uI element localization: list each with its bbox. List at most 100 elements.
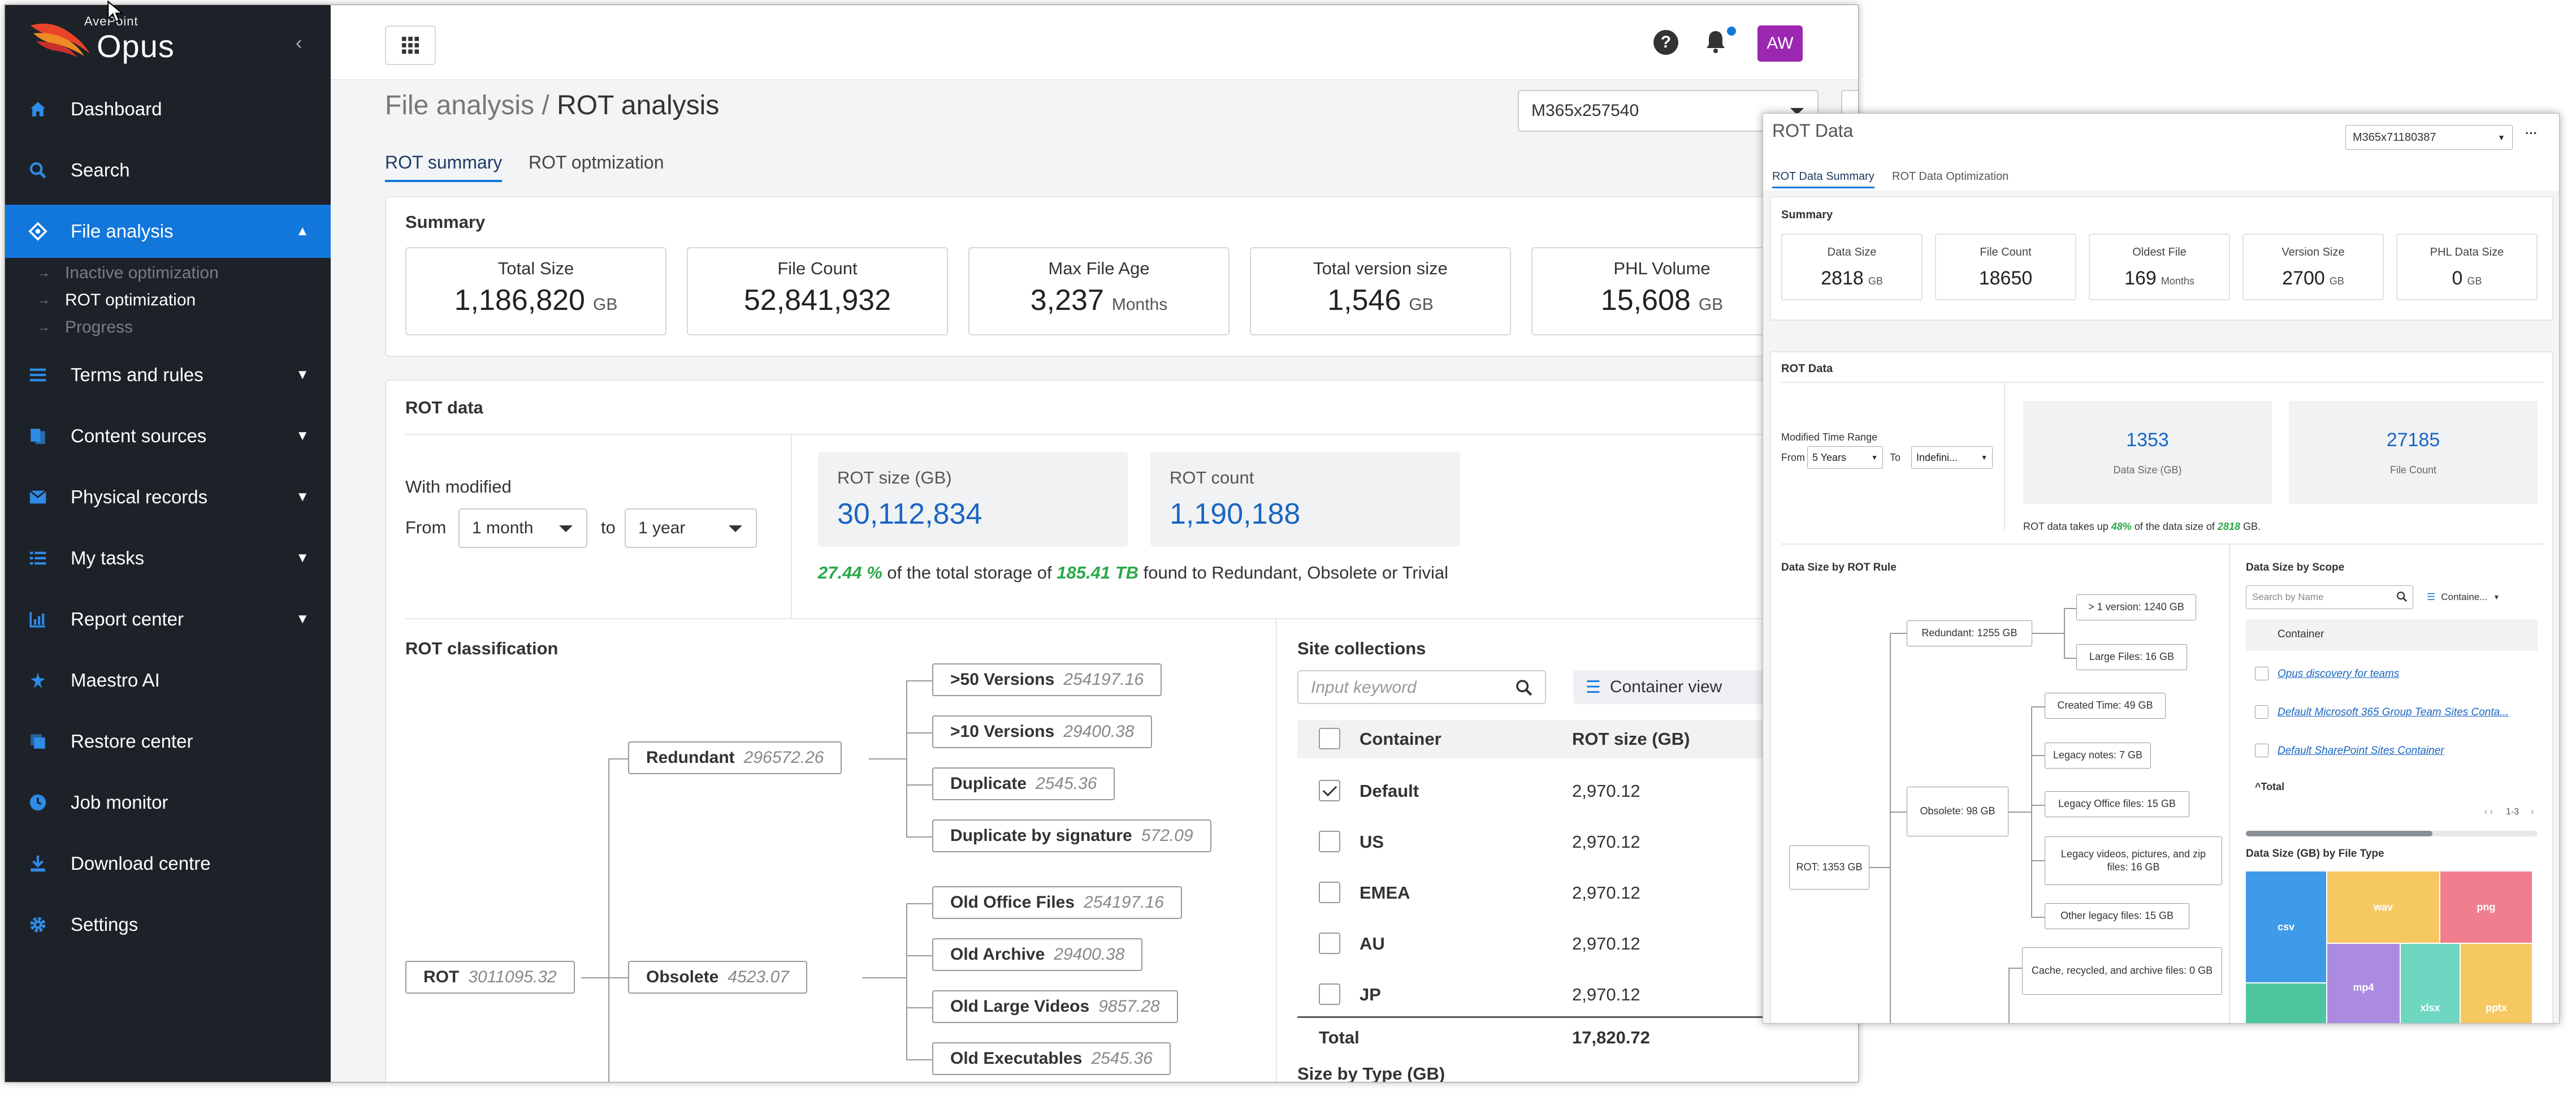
rule-node-leaf[interactable]: Other legacy files: 15 GB (2045, 903, 2189, 929)
rule-node-leaf[interactable]: Legacy Office files: 15 GB (2045, 791, 2189, 817)
tree-node-leaf[interactable]: Old Large Videos 9857.28 (932, 990, 1178, 1023)
collapse-sidebar-icon[interactable]: ‹ (296, 32, 302, 54)
scrollbar-thumb[interactable] (2246, 831, 2432, 836)
sidebar-item-content-sources[interactable]: Content sources ▼ (5, 409, 331, 463)
tree-node-leaf[interactable]: Old Archive 29400.38 (932, 938, 1143, 971)
search-icon[interactable] (2396, 590, 2408, 606)
metric-value: 15,608 GB (1532, 283, 1791, 317)
rule-node-root[interactable]: ROT: 1353 GB (1789, 845, 1869, 890)
row-checkbox[interactable] (2255, 744, 2268, 757)
sidebar-subitem-inactive[interactable]: → Inactive optimization (37, 260, 219, 287)
rule-node-leaf[interactable]: Legacy videos, pictures, and zip files: … (2045, 836, 2222, 885)
sidebar-item-search[interactable]: Search (5, 144, 331, 197)
treemap-cell[interactable]: xlsx (2401, 944, 2460, 1023)
column-header-rot-size[interactable]: ROT size (GB) (1572, 729, 1690, 749)
mouse-cursor-icon (107, 0, 124, 23)
sidebar-item-physical-records[interactable]: Physical records ▼ (5, 471, 331, 524)
bell-icon[interactable] (1702, 28, 1729, 58)
sidebar-item-job-monitor[interactable]: Job monitor (5, 776, 331, 829)
panel-more-button[interactable]: ··· (2525, 126, 2538, 140)
tab-rot-summary[interactable]: ROT summary (385, 152, 503, 182)
scope-view-button[interactable]: ☰ Containe... ▼ (2421, 585, 2522, 609)
column-header-container[interactable]: Container (2278, 628, 2324, 640)
metric-label: File Count (1980, 246, 2032, 258)
rule-node-obsolete[interactable]: Obsolete: 98 GB (1907, 787, 2008, 836)
rule-node-leaf[interactable]: > 1 version: 1240 GB (2076, 594, 2196, 620)
tree-node-leaf[interactable]: Old Office Files 254197.16 (932, 886, 1182, 919)
scope-search-input[interactable]: Search by Name (2246, 585, 2413, 609)
site-search-input[interactable]: Input keyword (1297, 670, 1546, 704)
pager-prev-icon[interactable]: ‹ ‹ (2484, 807, 2493, 817)
rule-node-leaf[interactable]: Large Files: 16 GB (2076, 644, 2187, 670)
tab-rot-optimization[interactable]: ROT optmization (529, 152, 664, 172)
scope-row-link[interactable]: Default Microsoft 365 Group Team Sites C… (2278, 706, 2509, 718)
panel-from-select[interactable]: 5 Years ▼ (1807, 446, 1883, 469)
row-checkbox[interactable] (2255, 705, 2268, 719)
sidebar-subitem-rot[interactable]: → ROT optimization (37, 287, 196, 314)
row-container-name: AU (1360, 934, 1385, 953)
sidebar-item-my-tasks[interactable]: My tasks ▼ (5, 532, 331, 585)
panel-file-count-stat: 27185 File Count (2289, 401, 2538, 504)
sidebar-item-file-analysis[interactable]: File analysis ▲ (5, 205, 331, 258)
summary-title: Summary (405, 212, 486, 232)
help-icon[interactable]: ? (1653, 30, 1678, 55)
panel-tab-optimization[interactable]: ROT Data Optimization (1892, 170, 2009, 183)
column-header-container[interactable]: Container (1360, 729, 1441, 749)
horizontal-scrollbar[interactable] (2246, 831, 2538, 836)
row-checkbox[interactable] (1319, 831, 1340, 852)
panel-rot-note: ROT data takes up 48% of the data size o… (2023, 521, 2261, 533)
rule-node-leaf[interactable]: Legacy notes: 7 GB (2045, 743, 2151, 769)
sidebar-item-label: My tasks (71, 547, 145, 568)
rule-node-redundant[interactable]: Redundant: 1255 GB (1907, 620, 2032, 646)
treemap-cell[interactable]: png (2440, 871, 2532, 943)
metric-total-size: Total Size 1,186,820 GB (405, 247, 666, 335)
search-icon[interactable] (1514, 678, 1534, 700)
sidebar-item-download-centre[interactable]: Download centre (5, 837, 331, 890)
tree-connector (906, 836, 932, 838)
panel-tab-summary[interactable]: ROT Data Summary (1772, 170, 1874, 188)
breadcrumb-parent[interactable]: File analysis (385, 90, 535, 120)
treemap-cell[interactable]: mp4 (2327, 944, 2400, 1023)
tree-connector (2008, 968, 2022, 969)
rule-node-leaf[interactable]: Created Time: 49 GB (2045, 693, 2166, 719)
sidebar-item-restore-center[interactable]: Restore center (5, 715, 331, 768)
avatar[interactable]: AW (1757, 25, 1803, 62)
opus-logo[interactable] (28, 14, 96, 76)
tree-node-rot[interactable]: ROT 3011095.32 (405, 961, 575, 994)
scope-row-link[interactable]: Default SharePoint Sites Container (2278, 745, 2444, 757)
treemap-cell[interactable]: pptx (2461, 944, 2532, 1023)
scope-row-link[interactable]: Opus discovery for teams (2278, 668, 2400, 680)
by-scope-title: Data Size by Scope (2246, 562, 2345, 573)
to-select[interactable]: 1 year (625, 508, 757, 548)
sidebar-item-settings[interactable]: Settings (5, 898, 331, 951)
tree-node-obsolete[interactable]: Obsolete 4523.07 (628, 961, 807, 994)
sidebar-subitem-progress[interactable]: → Progress (37, 314, 133, 341)
row-checkbox[interactable] (1319, 933, 1340, 954)
container-view-button[interactable]: ☰ Container view (1573, 670, 1765, 704)
tree-node-leaf[interactable]: >10 Versions 29400.38 (932, 715, 1153, 748)
tree-node-leaf[interactable]: Duplicate 2545.36 (932, 767, 1115, 800)
select-all-checkbox[interactable] (1319, 728, 1340, 749)
sidebar-item-dashboard[interactable]: Dashboard (5, 83, 331, 136)
row-checkbox[interactable] (1319, 780, 1340, 801)
panel-tenant-select[interactable]: M365x71180387 ▼ (2345, 125, 2513, 150)
node-label: Old Executables (950, 1049, 1083, 1068)
row-checkbox[interactable] (2255, 667, 2268, 680)
sidebar-item-terms[interactable]: Terms and rules ▼ (5, 348, 331, 402)
treemap-cell[interactable]: csv (2246, 871, 2326, 982)
from-select[interactable]: 1 month (458, 508, 587, 548)
sidebar-item-report-center[interactable]: Report center ▼ (5, 593, 331, 646)
row-checkbox[interactable] (1319, 983, 1340, 1005)
tree-node-leaf[interactable]: Old Executables 2545.36 (932, 1042, 1171, 1075)
row-checkbox[interactable] (1319, 882, 1340, 903)
sidebar-item-maestro-ai[interactable]: Maestro AI (5, 654, 331, 707)
treemap-cell[interactable]: wav (2327, 871, 2439, 943)
pager-next-icon[interactable]: › (2531, 807, 2534, 817)
treemap-cell[interactable] (2246, 983, 2326, 1023)
app-launcher-button[interactable] (385, 25, 436, 65)
tree-node-leaf[interactable]: >50 Versions 254197.16 (932, 663, 1162, 696)
tree-node-redundant[interactable]: Redundant 296572.26 (628, 741, 842, 774)
panel-to-select[interactable]: Indefini... ▼ (1911, 446, 1993, 469)
tree-node-leaf[interactable]: Duplicate by signature 572.09 (932, 819, 1211, 852)
rule-node-leaf[interactable]: Cache, recycled, and archive files: 0 GB (2022, 947, 2222, 995)
